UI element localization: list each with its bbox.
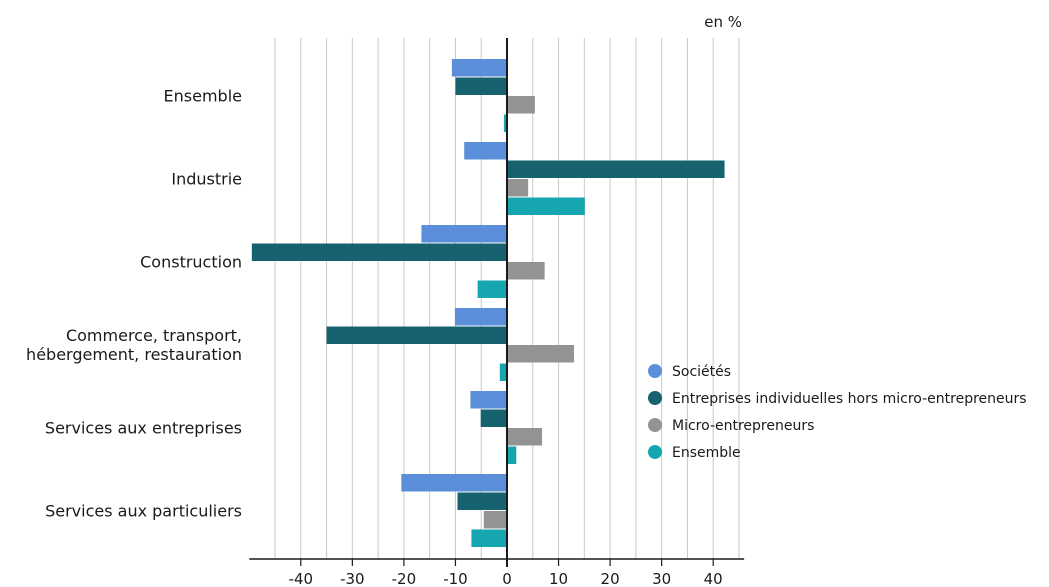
legend-marker <box>648 364 662 378</box>
category-labels: Ensemble Industrie Construction Commerce, t… <box>26 87 242 521</box>
category-label: Commerce, transport, <box>66 326 242 345</box>
bar <box>507 428 543 446</box>
bar <box>503 114 507 132</box>
x-tick-label: 10 <box>549 570 568 587</box>
category-label: Construction <box>140 253 242 272</box>
legend-marker <box>648 445 662 459</box>
bar <box>483 511 507 529</box>
x-tick-label: 0 <box>502 570 512 587</box>
bar <box>507 197 585 215</box>
bar <box>455 77 507 95</box>
category-label: Ensemble <box>164 87 242 106</box>
legend-label: Sociétés <box>672 364 731 380</box>
bar <box>507 446 517 464</box>
bar <box>464 142 507 160</box>
bar <box>507 96 535 114</box>
legend: Sociétés Entreprises individuelles hors m… <box>648 364 1027 461</box>
bar <box>401 474 507 492</box>
x-tick-label: 40 <box>704 570 723 587</box>
bar <box>454 308 507 326</box>
bar <box>480 409 507 427</box>
x-tick-label: -10 <box>443 570 468 587</box>
x-tick-label: -20 <box>392 570 417 587</box>
bars <box>251 59 725 547</box>
bar <box>507 345 575 363</box>
bar <box>251 243 507 261</box>
bar <box>499 363 507 381</box>
legend-label: Entreprises individuelles hors micro-ent… <box>672 391 1027 407</box>
unit-label: en % <box>704 13 742 31</box>
x-tick-label: 20 <box>601 570 620 587</box>
x-axis: -40 -30 -20 -10 0 10 20 30 40 <box>249 38 745 587</box>
bar <box>470 391 507 409</box>
category-label: Industrie <box>171 170 242 189</box>
bar <box>507 160 725 178</box>
grid-lines <box>274 38 740 559</box>
x-tick-label: -40 <box>289 570 314 587</box>
legend-label: Ensemble <box>672 445 741 461</box>
bar <box>451 59 507 77</box>
bar <box>477 280 507 298</box>
legend-marker <box>648 391 662 405</box>
category-label: Services aux particuliers <box>45 502 242 521</box>
bar <box>507 262 545 280</box>
legend-label: Micro-entrepreneurs <box>672 418 814 434</box>
x-tick-label: 30 <box>652 570 671 587</box>
bar <box>507 179 529 197</box>
bar <box>471 529 507 547</box>
category-label: Services aux entreprises <box>45 419 242 438</box>
bar <box>326 326 507 344</box>
x-tick-label: -30 <box>340 570 365 587</box>
category-label: hébergement, restauration <box>26 345 242 364</box>
bar <box>421 225 507 243</box>
legend-marker <box>648 418 662 432</box>
bar <box>457 492 507 510</box>
